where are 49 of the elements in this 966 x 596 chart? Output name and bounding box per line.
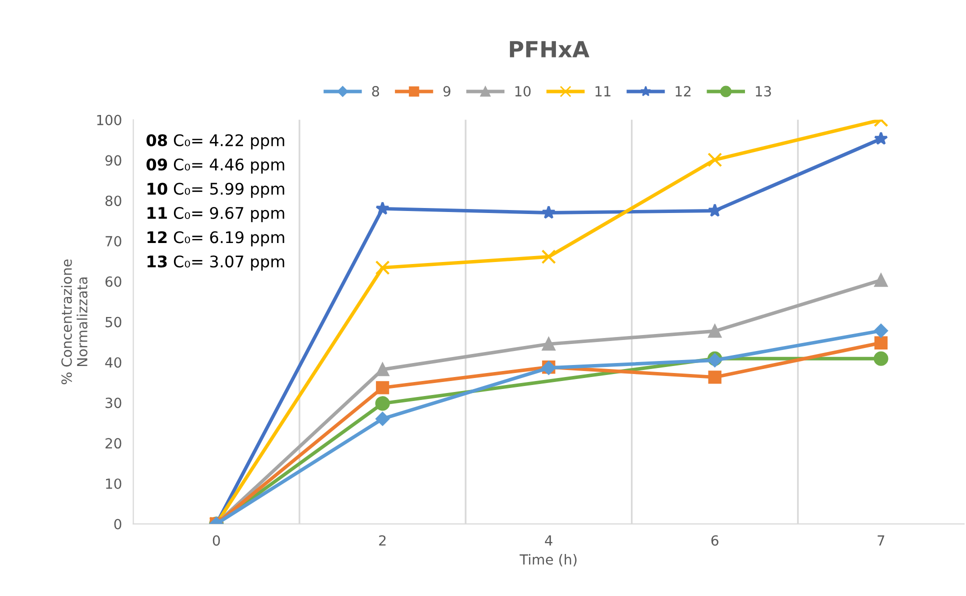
point [376,362,390,376]
x-axis-title: Time (h) [520,554,577,566]
y-tick-label: 40 [105,357,122,368]
annotation: 10 C₀= 5.99 ppm [148,182,284,198]
y-tick-label: 10 [106,478,122,489]
point [375,260,390,275]
point [541,249,556,264]
legend-label: 12 [676,86,690,96]
point [376,412,390,426]
y-tick-label: 50 [106,316,122,328]
point [376,201,390,215]
point [376,381,390,394]
point [375,396,390,411]
point [874,274,888,287]
legend-label: 13 [756,86,771,97]
annotation: 13 C₀= 3.07 ppm [148,255,284,271]
x-tick-label: 7 [878,535,884,546]
x-tick-label: 4 [544,535,552,546]
x-tick-label: 0 [212,535,220,546]
y-tick-label: 80 [105,196,122,206]
point [874,336,888,350]
point [542,337,556,351]
annotation: 08 C₀= 4.22 ppm [146,134,284,150]
x-tick-label: 2 [379,535,386,546]
point [874,131,888,145]
y-tick-label: 70 [106,236,122,246]
y-tick-label: 0 [114,518,122,530]
y-tick-label: 90 [105,155,122,166]
point [708,370,722,384]
legend-label: 8 [372,86,380,97]
x-tick-label: 6 [711,535,718,546]
legend-label: 10 [515,86,531,97]
legend-label: 11 [596,86,610,96]
annotation: 11 C₀= 9.67 ppm [148,206,284,222]
chart-title: PFHxA [510,41,590,58]
point [708,152,722,168]
legend-label: 9 [443,86,450,97]
point [708,203,722,217]
point [874,324,888,338]
y-axis-title: % Concentrazione Normalizzata [61,259,88,384]
y-tick-label: 20 [106,438,122,449]
annotation: 12 C₀= 6.19 ppm [148,231,284,246]
y-tick-label: 100 [97,114,122,126]
point [874,351,888,366]
y-tick-label: 30 [106,398,122,408]
y-tick-label: 60 [105,276,122,287]
annotation: 09 C₀= 4.46 ppm [146,158,284,174]
point [708,324,722,338]
point [542,205,556,219]
